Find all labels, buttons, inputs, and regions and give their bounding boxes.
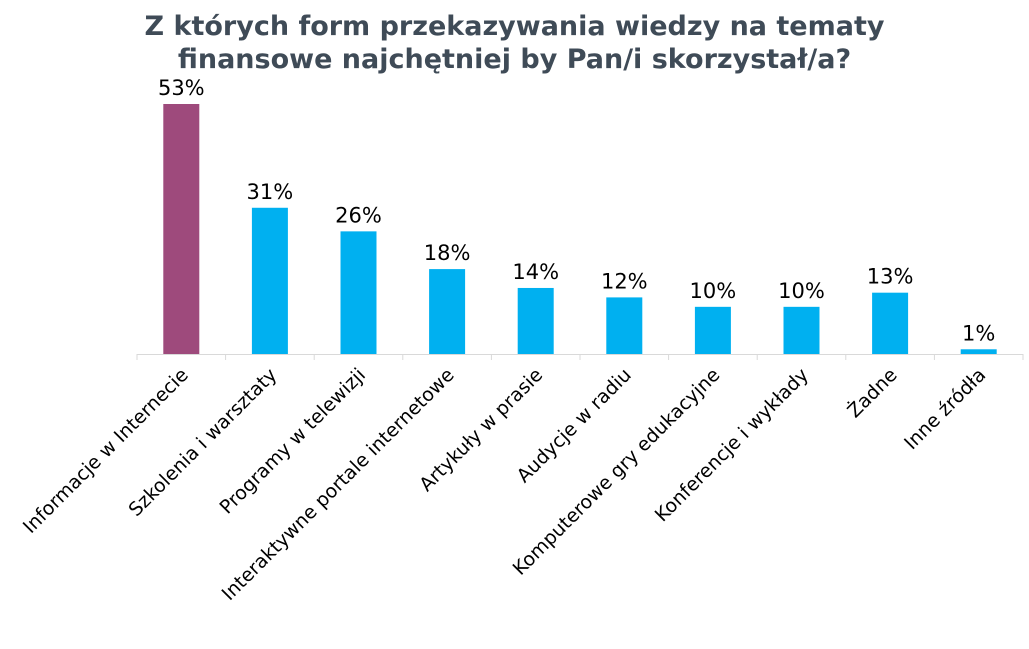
bar-9 xyxy=(872,292,909,354)
bar-2 xyxy=(251,207,288,354)
data-label-1: 53% xyxy=(158,76,205,100)
bar-6 xyxy=(606,297,643,354)
bar-4 xyxy=(429,269,466,354)
axis-group xyxy=(136,354,1024,360)
bar-7 xyxy=(694,306,731,354)
category-label-2: Szkolenia i warsztaty xyxy=(125,364,282,521)
data-label-4: 18% xyxy=(424,241,471,265)
data-label-9: 13% xyxy=(867,265,914,289)
bar-5 xyxy=(517,287,554,354)
chart-title: Z których form przekazywania wiedzy na t… xyxy=(0,10,1029,76)
category-label-10: Inne źródła xyxy=(900,364,990,454)
bar-8 xyxy=(783,306,820,354)
bar-1 xyxy=(163,104,200,354)
data-label-8: 10% xyxy=(778,279,825,303)
data-label-2: 31% xyxy=(247,180,294,204)
bar-10 xyxy=(960,349,997,354)
chart-title-line-2: finansowe najchętniej by Pan/i skorzysta… xyxy=(177,44,852,75)
value-labels-group: 53% 31% 26% 18% 14% 12% 10% 10% 13% 1% xyxy=(158,76,995,345)
data-label-3: 26% xyxy=(335,203,382,227)
data-label-7: 10% xyxy=(690,279,737,303)
category-label-8: Konferencje i wykłady xyxy=(651,364,813,526)
category-label-9: Żadne xyxy=(843,363,902,422)
bars-group xyxy=(163,104,997,354)
bar-3 xyxy=(340,231,377,354)
category-label-3: Programy w telewizji xyxy=(216,364,371,519)
data-label-10: 1% xyxy=(962,321,995,345)
category-label-1: Informacje w Internecie xyxy=(19,364,193,538)
chart-title-line-1: Z których form przekazywania wiedzy na t… xyxy=(144,11,885,42)
data-label-5: 14% xyxy=(512,260,559,284)
data-label-6: 12% xyxy=(601,269,648,293)
